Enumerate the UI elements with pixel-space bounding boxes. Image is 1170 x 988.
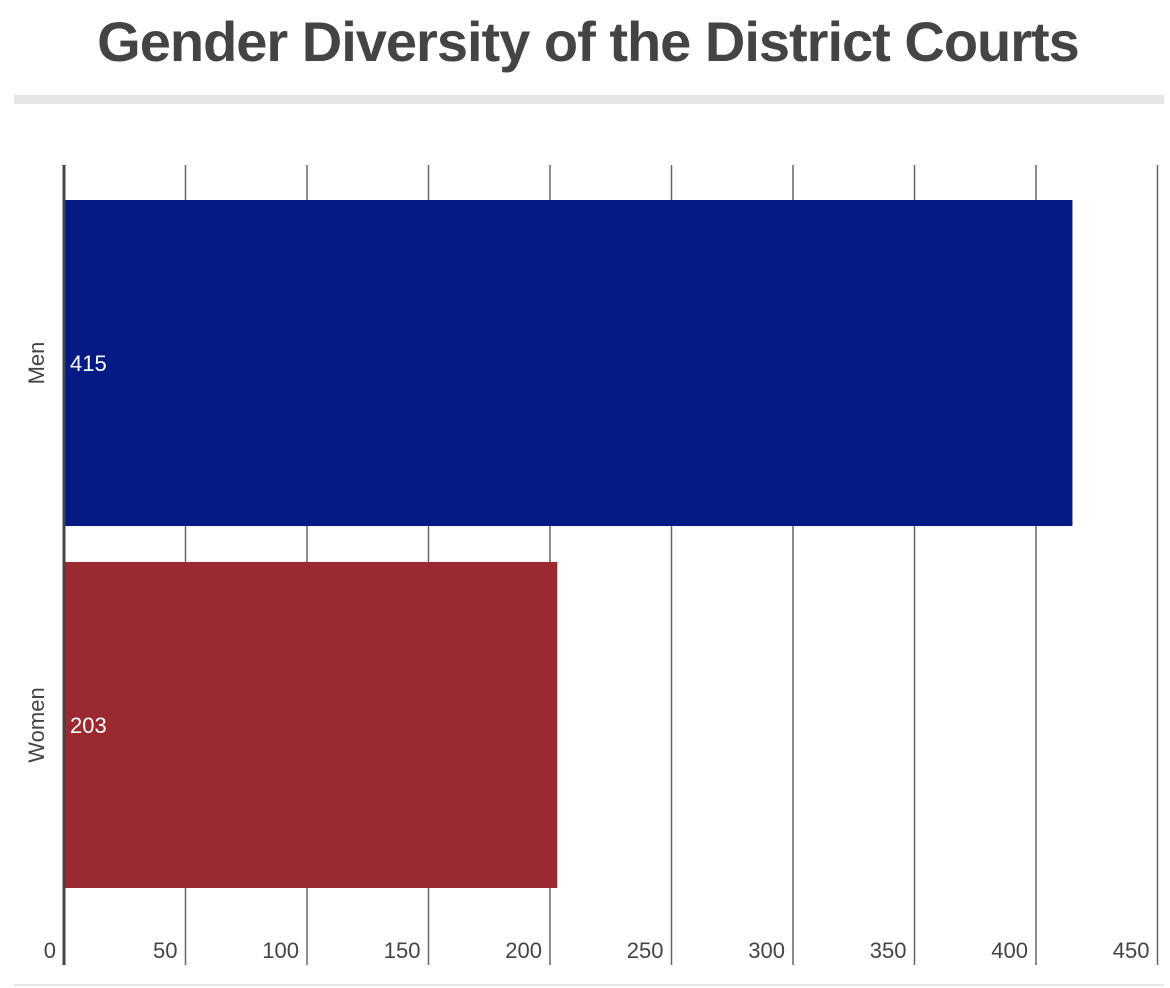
category-label-women: Women [24, 687, 49, 762]
x-tick-label-450: 450 [1113, 938, 1150, 963]
labels: 0 50 100 150 200 250 300 350 400 450 415 Men 203 Wome… [24, 342, 1150, 963]
x-tick-label-350: 350 [870, 938, 907, 963]
x-tick-label-250: 250 [627, 938, 664, 963]
x-tick-label-0: 0 [44, 938, 56, 963]
chart-title: Gender Diversity of the District Courts [97, 10, 1080, 73]
data-label-women: 203 [70, 713, 107, 738]
x-tick-label-150: 150 [384, 938, 421, 963]
bar-men [64, 200, 1073, 526]
data-label-men: 415 [70, 351, 107, 376]
x-tick-label-200: 200 [505, 938, 542, 963]
bars [64, 200, 1073, 888]
x-tick-label-300: 300 [748, 938, 785, 963]
category-label-men: Men [24, 342, 49, 385]
x-tick-label-100: 100 [262, 938, 299, 963]
title-divider [14, 95, 1164, 104]
bottom-divider [14, 984, 1164, 986]
x-tick-label-50: 50 [153, 938, 177, 963]
x-tick-label-400: 400 [991, 938, 1028, 963]
bar-women [64, 562, 558, 888]
